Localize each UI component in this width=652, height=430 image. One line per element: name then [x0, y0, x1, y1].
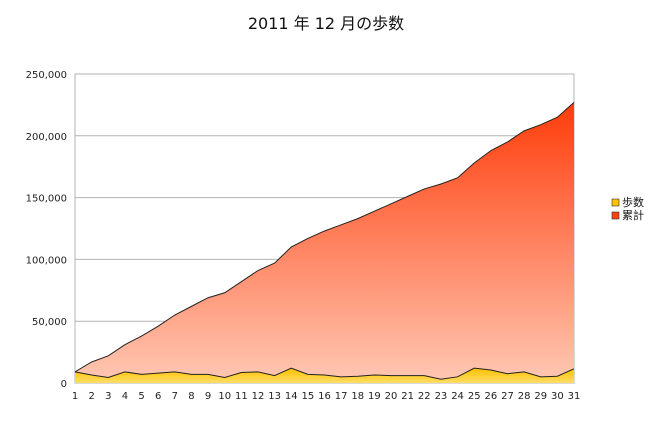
x-tick-label: 26 — [484, 391, 497, 402]
x-tick-label: 2 — [88, 391, 94, 402]
y-tick-label: 100,000 — [26, 255, 67, 266]
y-tick-label: 250,000 — [26, 70, 67, 81]
x-tick-label: 22 — [418, 391, 431, 402]
x-tick-label: 28 — [518, 391, 531, 402]
chart-title: 2011 年 12 月の歩数 — [247, 14, 405, 33]
series-line — [74, 102, 575, 373]
x-tick-label: 20 — [385, 391, 398, 402]
y-tick-label: 150,000 — [26, 194, 67, 205]
series-area — [75, 368, 574, 383]
x-tick-label: 24 — [451, 391, 464, 402]
series-area — [75, 102, 574, 384]
x-tick-label: 16 — [318, 391, 331, 402]
x-tick-label: 21 — [401, 391, 414, 402]
x-tick-label: 27 — [501, 391, 514, 402]
x-tick-label: 17 — [335, 391, 348, 402]
x-tick-label: 19 — [368, 391, 381, 402]
x-tick-label: 9 — [205, 391, 211, 402]
series-line — [74, 367, 575, 380]
x-tick-label: 6 — [155, 391, 161, 402]
legend-label: 累計 — [622, 208, 644, 222]
x-tick-label: 1 — [72, 391, 78, 402]
x-tick-label: 11 — [235, 391, 248, 402]
x-tick-label: 4 — [122, 391, 128, 402]
x-tick-label: 8 — [188, 391, 194, 402]
x-tick-label: 30 — [551, 391, 564, 402]
x-tick-label: 18 — [351, 391, 364, 402]
x-tick-label: 25 — [468, 391, 481, 402]
legend-label: 歩数 — [622, 195, 644, 209]
y-tick-label: 200,000 — [26, 132, 67, 143]
x-tick-label: 15 — [301, 391, 314, 402]
legend-swatch — [611, 211, 620, 220]
x-axis-ticks: 1 2 3 4 5 6 7 8 9 10 11 12 13 14 15 16 17 18 19 20 21 22 23 24 2… — [72, 391, 581, 402]
x-tick-label: 7 — [172, 391, 178, 402]
y-tick-label: 50,000 — [32, 317, 67, 328]
x-tick-label: 10 — [218, 391, 231, 402]
x-tick-label: 29 — [534, 391, 547, 402]
x-tick-label: 13 — [268, 391, 281, 402]
x-tick-label: 3 — [105, 391, 111, 402]
legend-swatch — [611, 198, 620, 207]
x-tick-label: 14 — [285, 391, 298, 402]
y-tick-label: 0 — [61, 379, 67, 390]
x-tick-label: 31 — [568, 391, 581, 402]
x-tick-label: 5 — [138, 391, 144, 402]
y-axis-ticks: 0 50,000 100,000 150,000 200,000 250,000 — [26, 70, 67, 390]
series-areas — [74, 102, 575, 384]
x-tick-label: 12 — [252, 391, 265, 402]
x-tick-label: 23 — [435, 391, 448, 402]
